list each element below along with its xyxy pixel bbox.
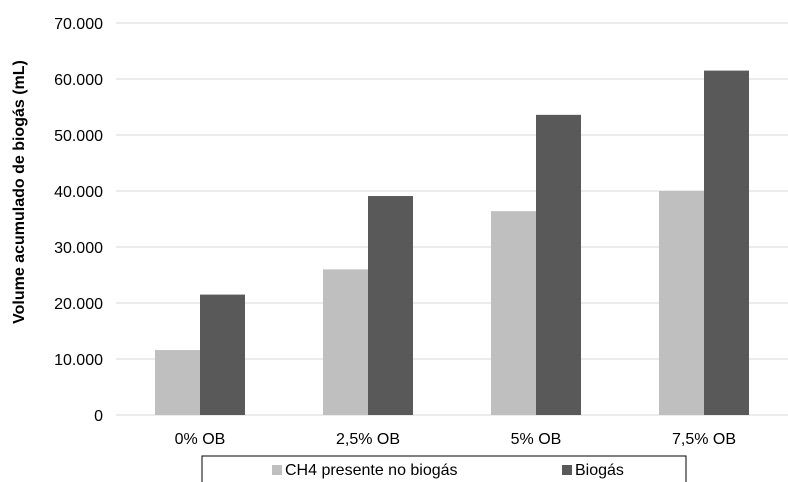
bar-ch4-2 (491, 211, 536, 415)
y-tick-label: 10.000 (54, 352, 103, 369)
y-tick-label: 60.000 (54, 72, 103, 89)
y-tick-label: 50.000 (54, 128, 103, 145)
x-axis-tick-labels: 0% OB 2,5% OB 5% OB 7,5% OB (175, 431, 736, 448)
bar-ch4-1 (323, 269, 368, 415)
legend-label-ch4: CH4 presente no biogás (285, 462, 458, 479)
x-tick-label: 0% OB (175, 431, 226, 448)
bar-biogas-0 (200, 294, 245, 415)
legend-swatch-biogas (562, 465, 572, 475)
bars (155, 70, 749, 415)
legend: CH4 presente no biogás Biogás (201, 455, 687, 482)
legend-frame (201, 455, 687, 482)
bar-ch4-0 (155, 350, 200, 415)
y-tick-label: 0 (94, 408, 103, 425)
legend-label-biogas: Biogás (575, 462, 624, 479)
bar-biogas-2 (536, 114, 581, 415)
x-tick-label: 2,5% OB (336, 431, 400, 448)
y-tick-label: 30.000 (54, 240, 103, 257)
bar-biogas-3 (704, 70, 749, 415)
y-tick-label: 70.000 (54, 16, 103, 33)
y-axis-tick-labels: 0 10.000 20.000 30.000 40.000 50.000 60.000 70.… (54, 16, 103, 425)
x-tick-label: 7,5% OB (672, 431, 736, 448)
y-tick-label: 40.000 (54, 184, 103, 201)
bar-ch4-3 (659, 191, 704, 415)
y-tick-label: 20.000 (54, 296, 103, 313)
legend-swatch-ch4 (272, 465, 282, 475)
y-axis-title: Volume acumulado de biogás (mL) (11, 60, 28, 324)
bar-biogas-1 (368, 196, 413, 415)
x-tick-label: 5% OB (511, 431, 562, 448)
